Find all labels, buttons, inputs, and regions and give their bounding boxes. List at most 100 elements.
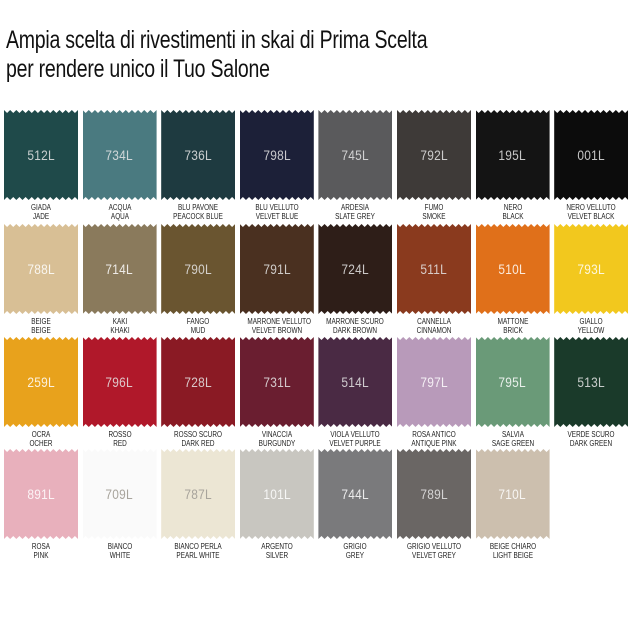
swatch-label: ROSSO RED — [90, 430, 149, 448]
swatch-label: VINACCIA BURGUNDY — [247, 430, 306, 448]
swatch-724L: 724L MARRONE SCURO DARK BROWN — [318, 224, 393, 335]
swatch-code: 745L — [341, 147, 370, 163]
swatch-731L: 731L VINACCIA BURGUNDY — [239, 337, 314, 448]
swatch-label: OCRA OCHER — [11, 430, 70, 448]
swatch-793L: 793L GIALLO YELLOW — [554, 224, 629, 335]
swatch-label: KAKI KHAKI — [90, 317, 149, 335]
color-swatch: 512L — [4, 110, 78, 200]
label-italian: ROSA — [31, 542, 51, 551]
swatch-code: 891L — [27, 486, 55, 502]
color-swatch: 797L — [397, 337, 471, 427]
swatch-797L: 797L ROSA ANTICO ANTIQUE PINK — [397, 337, 471, 448]
color-swatch: 101L — [239, 449, 314, 539]
swatch-code: 791L — [263, 261, 291, 277]
color-swatch: 790L — [161, 224, 236, 314]
swatch-798L: 798L BLU VELLUTO VELVET BLUE — [239, 110, 314, 221]
label-english: VELVET BLACK — [567, 212, 615, 221]
swatch-745L: 745L ARDESIA SLATE GREY — [318, 110, 393, 221]
label-english: SLATE GREY — [335, 212, 376, 221]
label-english: YELLOW — [577, 326, 605, 335]
label-italian: ARGENTO — [261, 542, 293, 551]
label-english: BURGUNDY — [258, 439, 296, 448]
swatch-label: ROSA PINK — [11, 542, 70, 560]
label-italian: BIANCO — [107, 542, 132, 551]
swatch-code: 511L — [420, 261, 448, 277]
swatch-792L: 792L FUMO SMOKE — [397, 110, 471, 221]
label-english: DARK RED — [181, 439, 215, 448]
label-italian: GIALLO — [579, 317, 603, 326]
label-italian: VINACCIA — [261, 430, 292, 439]
swatch-label: NERO BLACK — [483, 203, 542, 221]
label-italian: GIADA — [31, 203, 51, 212]
swatch-label: GRIGIO VELLUTO VELVET GREY — [404, 542, 463, 560]
label-italian: OCRA — [31, 430, 51, 439]
color-swatch: 514L — [318, 337, 393, 427]
label-italian: VERDE SCURO — [567, 430, 615, 439]
color-swatch: 789L — [397, 449, 471, 539]
swatch-code: 709L — [105, 486, 134, 502]
swatch-code: 734L — [105, 147, 134, 163]
color-swatch: 793L — [554, 224, 629, 314]
color-swatch: 195L — [475, 110, 550, 200]
swatch-code: 789L — [420, 486, 448, 502]
color-swatch: 511L — [397, 224, 471, 314]
swatch-label: MATTONE BRICK — [483, 317, 542, 335]
label-italian: BEIGE — [31, 317, 51, 326]
label-english: PEACOCK BLUE — [173, 212, 224, 221]
color-swatch: 736L — [161, 110, 236, 200]
label-english: GREY — [346, 551, 365, 560]
color-swatch: 787L — [161, 449, 236, 539]
swatch-label: FANGO MUD — [169, 317, 228, 335]
swatch-code: 728L — [184, 374, 212, 390]
swatch-code: 001L — [577, 147, 605, 163]
swatch-label: BEIGE CHIARO LIGHT BEIGE — [483, 542, 542, 560]
color-swatch: 792L — [397, 110, 471, 200]
color-swatch: 745L — [318, 110, 393, 200]
label-italian: FANGO — [186, 317, 210, 326]
label-italian: ROSSO SCURO — [174, 430, 223, 439]
swatch-label: VIOLA VELLUTO VELVET PURPLE — [326, 430, 385, 448]
color-swatch: 744L — [318, 449, 393, 539]
swatch-label: MARRONE SCURO DARK BROWN — [326, 317, 385, 335]
color-swatch: 710L — [475, 449, 550, 539]
label-english: BEIGE — [31, 326, 51, 335]
label-english: ANTIQUE PINK — [411, 439, 457, 448]
swatch-code: 510L — [498, 261, 527, 277]
swatch-796L: 796L ROSSO RED — [82, 337, 157, 448]
swatch-code: 793L — [577, 261, 605, 277]
swatch-code: 787L — [184, 486, 212, 502]
swatch-label: ACQUA AQUA — [90, 203, 149, 221]
color-swatch: 731L — [239, 337, 314, 427]
label-italian: BIANCO PERLA — [174, 542, 222, 551]
label-italian: MARRONE VELLUTO — [247, 317, 311, 326]
swatch-label: BIANCO WHITE — [90, 542, 149, 560]
swatch-code: 513L — [577, 374, 605, 390]
swatch-code: 195L — [498, 147, 527, 163]
label-italian: BEIGE CHIARO — [489, 542, 536, 551]
color-swatch: 714L — [82, 224, 157, 314]
swatch-514L: 514L VIOLA VELLUTO VELVET PURPLE — [318, 337, 393, 448]
swatch-label: VERDE SCURO DARK GREEN — [562, 430, 621, 448]
title-line-1: Ampia scelta di rivestimenti in skai di … — [6, 26, 428, 54]
label-italian: FUMO — [424, 203, 444, 212]
swatch-891L: 891L ROSA PINK — [4, 449, 78, 560]
label-italian: NERO VELLUTO — [566, 203, 616, 212]
swatch-code: 736L — [184, 147, 212, 163]
label-english: BRICK — [502, 326, 523, 335]
label-italian: ROSA ANTICO — [412, 430, 456, 439]
label-english: PINK — [33, 551, 49, 560]
label-italian: ARDESIA — [341, 203, 370, 212]
label-english: DARK BROWN — [333, 326, 378, 335]
label-english: KHAKI — [109, 326, 130, 335]
label-italian: CANNELLA — [417, 317, 451, 326]
swatch-label: BIANCO PERLA PEARL WHITE — [169, 542, 228, 560]
label-italian: GRIGIO VELLUTO — [407, 542, 461, 551]
swatch-788L: 788L BEIGE BEIGE — [4, 224, 78, 335]
swatch-736L: 736L BLU PAVONE PEACOCK BLUE — [161, 110, 236, 221]
swatch-code: 797L — [420, 374, 448, 390]
page-title: Ampia scelta di rivestimenti in skai di … — [6, 26, 428, 84]
color-swatch: 724L — [318, 224, 393, 314]
color-swatch: 734L — [82, 110, 157, 200]
swatch-787L: 787L BIANCO PERLA PEARL WHITE — [161, 449, 236, 560]
label-italian: KAKI — [112, 317, 127, 326]
